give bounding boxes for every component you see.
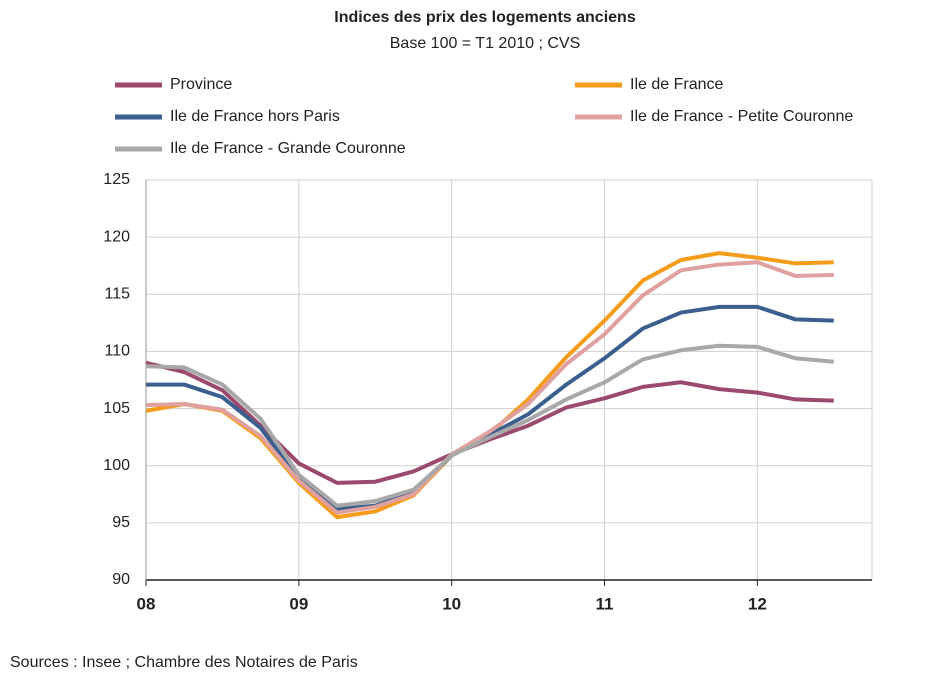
y-tick-label: 100 <box>103 457 130 474</box>
y-tick-label: 115 <box>104 286 130 303</box>
series-line <box>146 304 834 512</box>
legend-label: Ile de France - Petite Couronne <box>630 108 853 125</box>
chart-title: Indices des prix des logements anciens <box>334 9 636 26</box>
x-tick-label: 11 <box>596 594 614 613</box>
x-tick-label: 12 <box>748 594 767 613</box>
y-tick-label: 110 <box>104 343 130 360</box>
legend-label: Ile de France hors Paris <box>170 108 340 125</box>
y-tick-label: 125 <box>103 171 130 188</box>
series-line <box>145 260 834 515</box>
series-line <box>145 251 834 520</box>
x-tick-label: 10 <box>442 594 461 613</box>
y-tick-label: 120 <box>103 228 130 245</box>
series-line <box>145 360 834 485</box>
series-line <box>145 343 834 508</box>
x-tick-label: 09 <box>289 594 308 613</box>
chart-subtitle: Base 100 = T1 2010 ; CVS <box>390 35 581 52</box>
legend-label: Province <box>170 76 232 93</box>
legend-label: Ile de France - Grande Couronne <box>170 140 406 157</box>
y-tick-label: 105 <box>103 400 130 417</box>
y-tick-label: 90 <box>112 571 130 588</box>
legend-label: Ile de France <box>630 76 723 93</box>
y-tick-label: 95 <box>112 514 130 531</box>
source: Sources : Insee ; Chambre des Notaires d… <box>10 654 358 671</box>
x-tick-label: 08 <box>137 594 156 613</box>
